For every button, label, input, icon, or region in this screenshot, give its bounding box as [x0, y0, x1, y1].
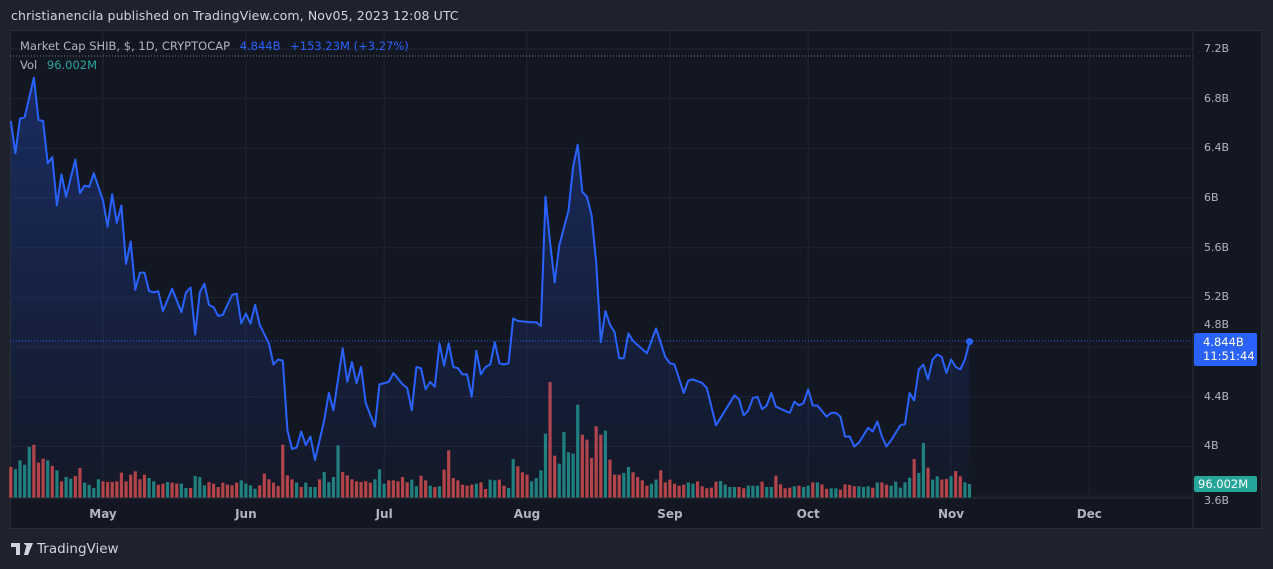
current-price-badge: 4.844B 11:51:44	[1194, 333, 1257, 366]
price-tick-label: 7.2B	[1204, 42, 1230, 55]
price-tick-label: 6B	[1204, 191, 1219, 205]
volume-value: 96.002M	[46, 58, 98, 72]
last-price: 4.844B	[239, 39, 281, 53]
volume-legend[interactable]: Vol 96.002M	[20, 58, 103, 72]
price-tick-label: 4B	[1204, 439, 1219, 453]
price-tick-label: 6.8B	[1204, 91, 1230, 105]
price-tick-label: 5.2B	[1204, 290, 1230, 304]
volume-label: Vol	[20, 58, 38, 72]
tradingview-logo[interactable]: TradingView	[11, 541, 119, 557]
symbol-title[interactable]: Market Cap SHIB, $, 1D, CRYPTOCAP	[20, 39, 231, 53]
tradingview-logo-icon	[11, 543, 33, 555]
time-tick-label: Dec	[1076, 507, 1102, 521]
bar-countdown: 11:51:44	[1203, 349, 1255, 363]
time-tick-label: Jul	[375, 507, 393, 521]
last-price-dot	[965, 338, 973, 346]
main-series-legend[interactable]: Market Cap SHIB, $, 1D, CRYPTOCAP 4.844B…	[20, 39, 415, 53]
current-price-value: 4.844B	[1203, 335, 1244, 349]
time-tick-label: Jun	[235, 507, 257, 521]
price-tick-label: 6.4B	[1204, 141, 1230, 155]
time-tick-label: Sep	[657, 507, 683, 521]
price-tick-label: 4.8B	[1204, 318, 1230, 331]
price-line	[9, 76, 971, 462]
price-tick-label: 3.6B	[1204, 494, 1230, 507]
time-tick-label: May	[89, 507, 117, 521]
time-tick-label: Oct	[796, 507, 820, 521]
published-caption: christianencila published on TradingView…	[11, 8, 459, 23]
price-area-fill	[10, 77, 970, 498]
price-change: +153.23M (+3.27%)	[290, 39, 409, 53]
time-tick-label: Nov	[937, 507, 965, 521]
price-tick-label: 5.6B	[1204, 240, 1230, 254]
current-volume-badge: 96.002M	[1194, 476, 1257, 492]
price-tick-label: 4.4B	[1204, 389, 1230, 403]
brand-name: TradingView	[37, 541, 119, 557]
time-tick-label: Aug	[513, 507, 541, 521]
